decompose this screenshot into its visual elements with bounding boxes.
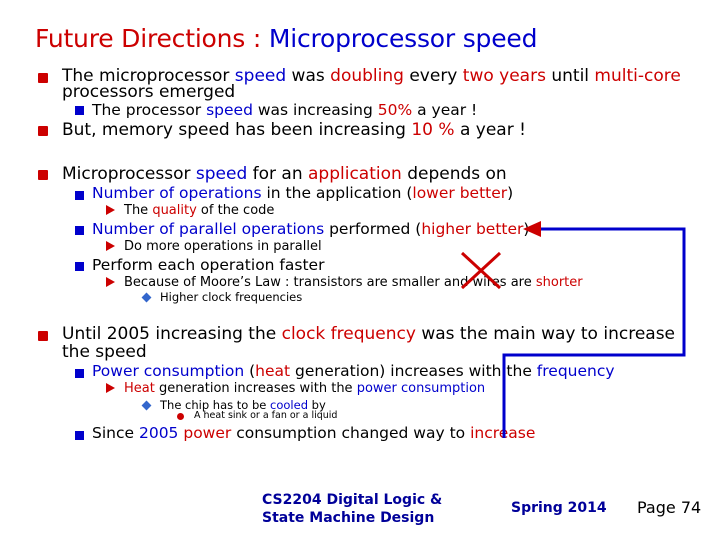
page-number: Page 74 <box>637 498 702 517</box>
item-4-line-2: the speed <box>62 342 147 362</box>
item-1-line-2: processors emerged <box>62 82 236 102</box>
bullet-arrow-icon <box>106 241 115 251</box>
item-4-2: Since 2005 power consumption changed way… <box>92 424 536 442</box>
connector-line <box>502 227 686 438</box>
bullet-square-icon <box>38 73 48 83</box>
item-1-1: The processor speed was increasing 50% a… <box>92 101 478 119</box>
item-3-3-1: Because of Moore’s Law : transistors are… <box>124 275 583 290</box>
bullet-arrow-icon <box>106 277 115 287</box>
bullet-square-icon <box>38 126 48 136</box>
bullet-square-icon <box>75 262 84 271</box>
item-4-1-1-1-1: A heat sink or a fan or a liquid <box>194 410 338 421</box>
item-3-1-1: The quality of the code <box>124 203 275 218</box>
item-3-3: Perform each operation faster <box>92 256 325 274</box>
bullet-square-icon <box>38 170 48 180</box>
bullet-square-icon <box>75 106 84 115</box>
item-1-line-1: The microprocessor speed was doubling ev… <box>62 66 681 86</box>
item-3-2: Number of parallel operations performed … <box>92 220 529 238</box>
bullet-arrow-icon <box>106 383 115 393</box>
item-3-3-1-1: Higher clock frequencies <box>160 290 303 304</box>
bullet-square-icon <box>75 431 84 440</box>
title-prefix: Future Directions : <box>35 24 269 53</box>
item-3: Microprocessor speed for an application … <box>62 164 507 184</box>
item-4-line-1: Until 2005 increasing the clock frequenc… <box>62 324 676 344</box>
bullet-square-icon <box>75 369 84 378</box>
item-4-1: Power consumption (heat generation) incr… <box>92 362 615 380</box>
bullet-arrow-icon <box>106 205 115 215</box>
bullet-square-icon <box>38 331 48 341</box>
bullet-square-icon <box>75 191 84 200</box>
item-3-2-1: Do more operations in parallel <box>124 239 322 254</box>
slide-title: Future Directions : Microprocessor speed <box>35 24 537 53</box>
connector-arrow-icon <box>523 221 541 237</box>
item-3-1: Number of operations in the application … <box>92 184 514 202</box>
footer-term: Spring 2014 <box>511 500 607 516</box>
bullet-square-icon <box>75 226 84 235</box>
bullet-dot-icon <box>177 413 184 420</box>
item-2: But, memory speed has been increasing 10… <box>62 120 526 140</box>
item-4-1-1-1: The chip has to be cooled by <box>160 398 326 412</box>
cross-icon <box>460 251 502 290</box>
footer-course-line-1: CS2204 Digital Logic & <box>262 492 443 508</box>
title-main: Microprocessor speed <box>268 24 538 53</box>
item-4-1-1: Heat generation increases with the power… <box>124 381 486 396</box>
footer-course-line-2: State Machine Design <box>262 510 435 526</box>
